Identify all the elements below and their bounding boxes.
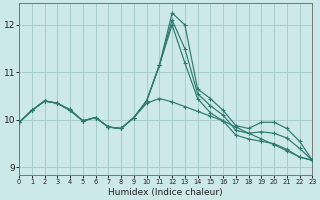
X-axis label: Humidex (Indice chaleur): Humidex (Indice chaleur): [108, 188, 223, 197]
